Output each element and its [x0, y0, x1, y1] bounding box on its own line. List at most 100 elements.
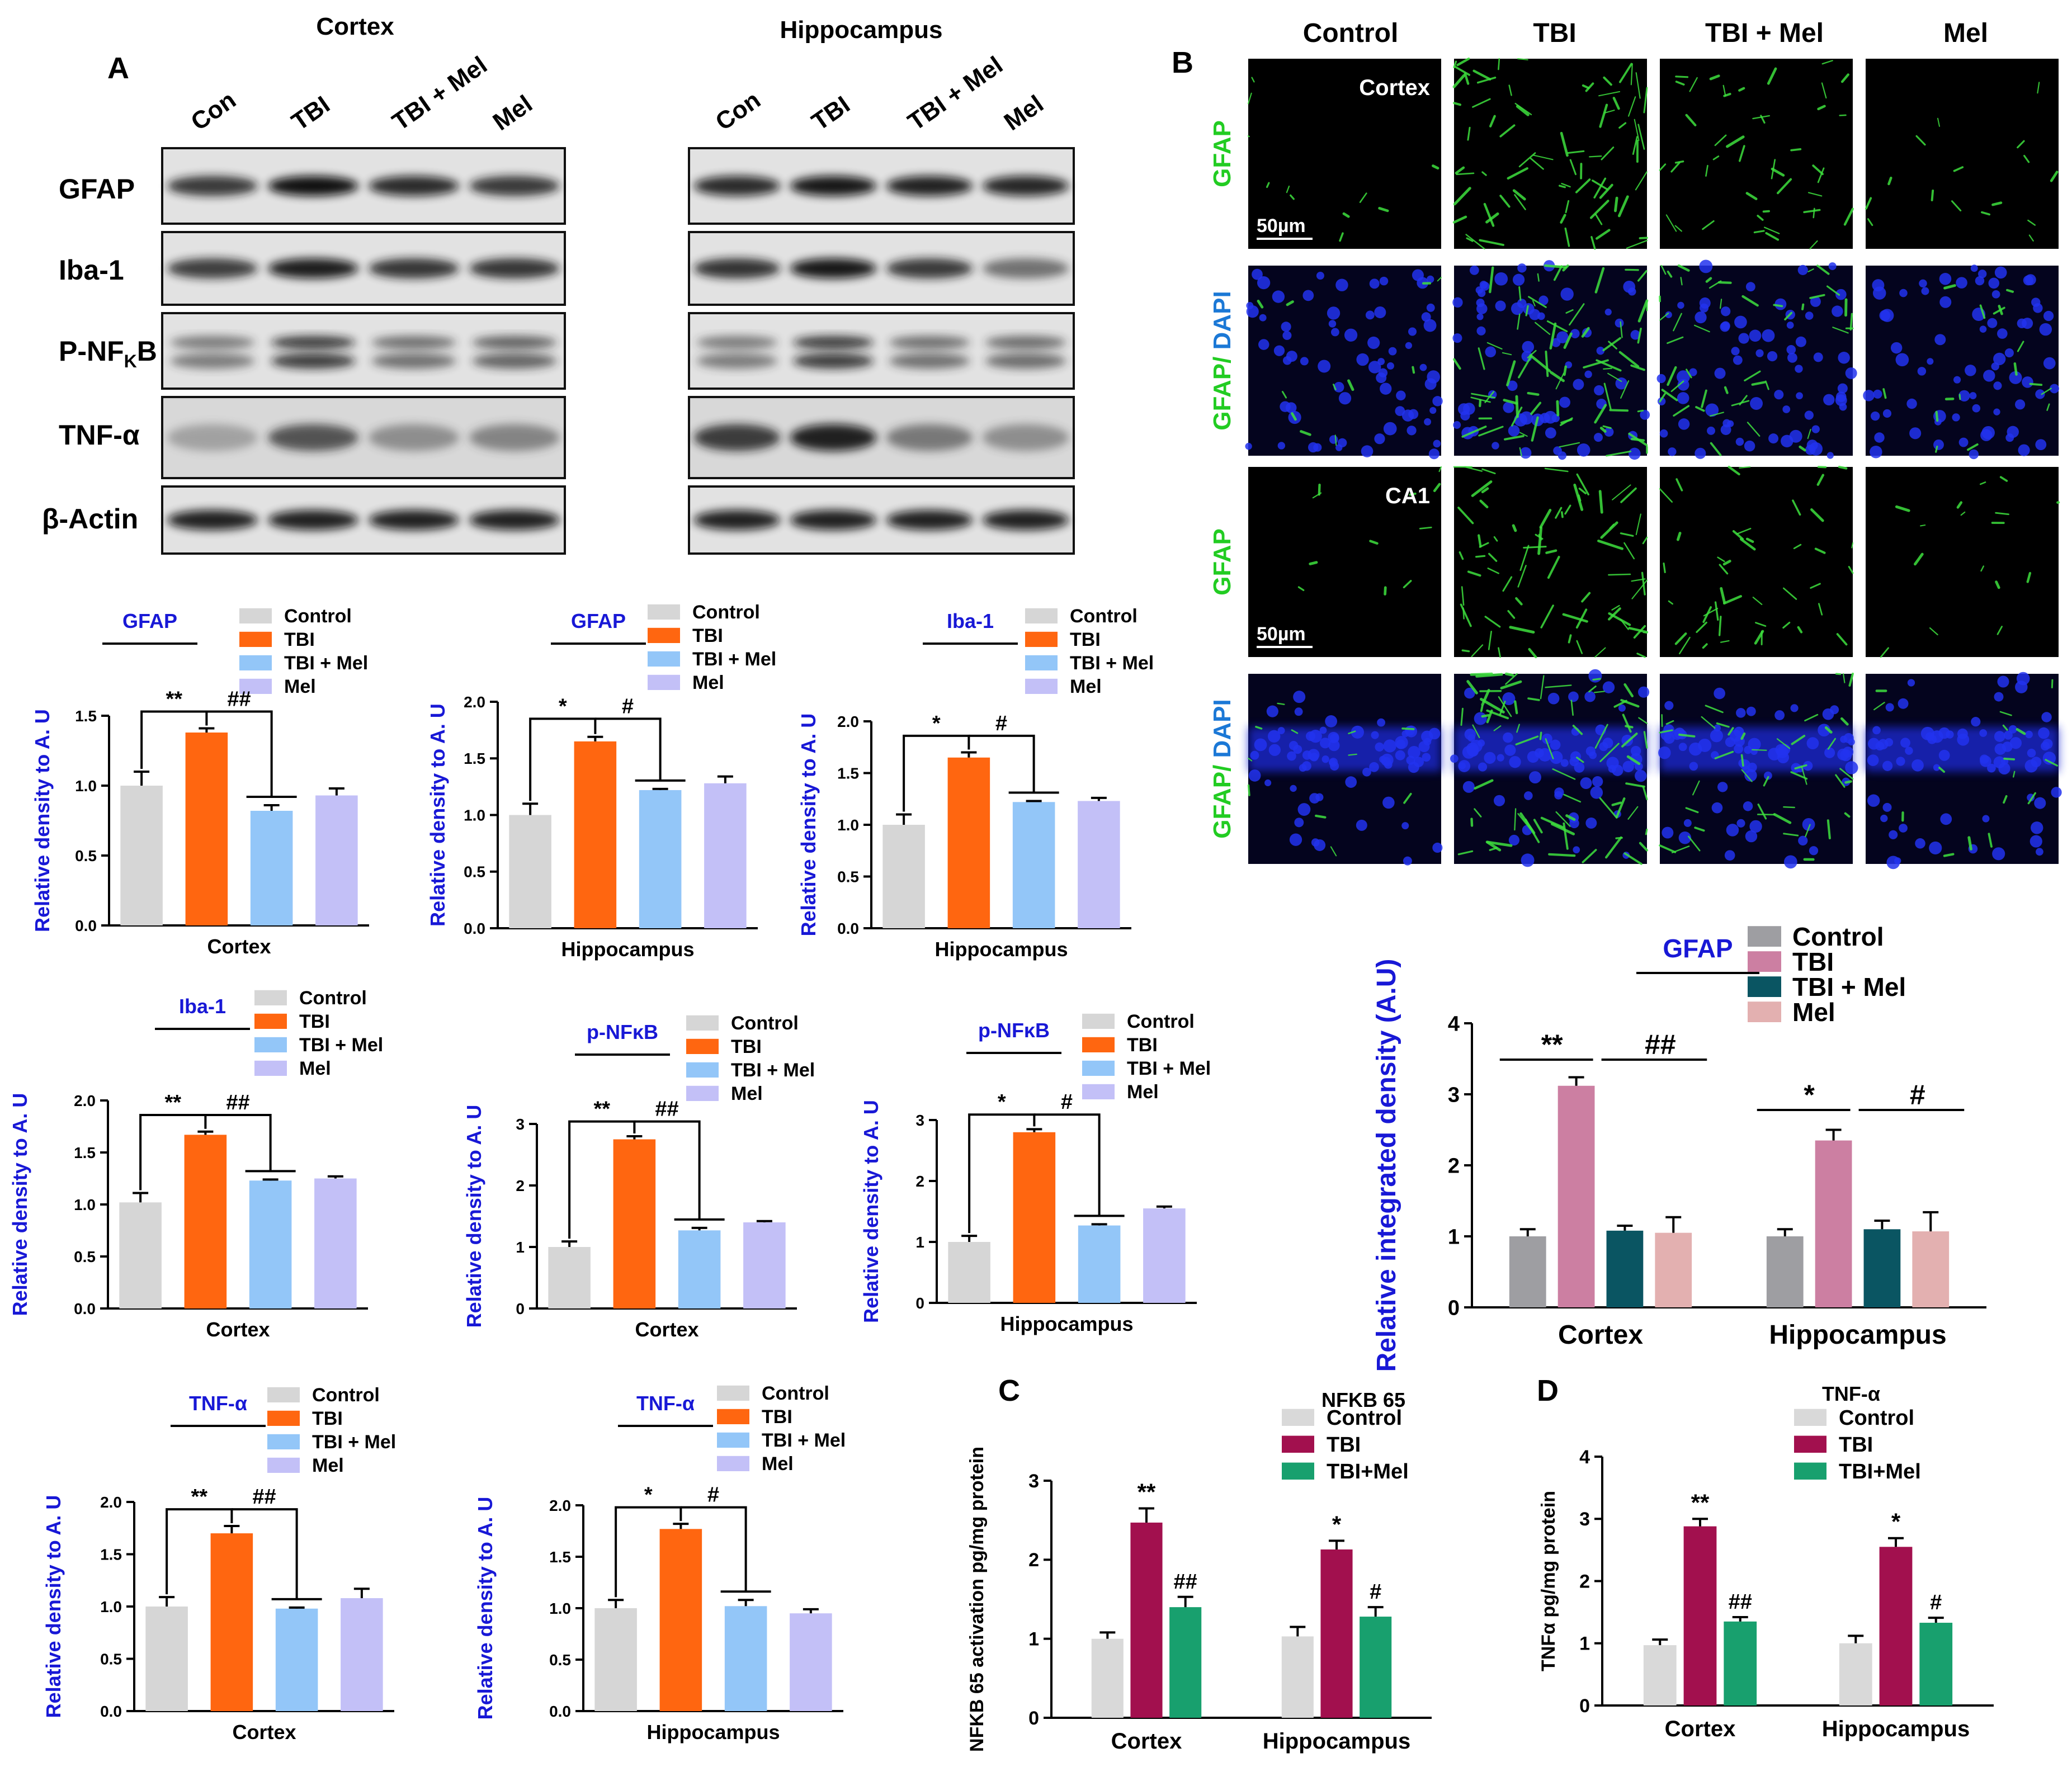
dapi-nucleus — [1538, 295, 1549, 305]
blot-band — [790, 176, 877, 196]
gfap-fiber — [1685, 114, 1697, 126]
dapi-nucleus — [1429, 407, 1437, 414]
gfap-fiber — [1937, 117, 1940, 127]
if-image — [1656, 259, 1857, 459]
gfap-fiber — [1599, 183, 1613, 199]
dapi-nucleus — [1695, 311, 1707, 324]
bar — [120, 786, 163, 925]
legend-swatch — [717, 1409, 749, 1424]
dapi-nucleus — [1594, 433, 1603, 442]
sig-mark: # — [995, 712, 1007, 735]
gfap-fiber — [1674, 225, 1682, 232]
dapi-nucleus — [1873, 389, 1882, 399]
gfap-fiber — [1409, 492, 1417, 496]
dapi-nucleus — [1328, 739, 1340, 752]
dapi-nucleus — [1428, 727, 1441, 740]
x-category-label: Cortex — [1111, 1729, 1182, 1754]
y-axis-label: Relative density to A. U — [462, 1105, 485, 1328]
gfap-fiber — [1931, 189, 1934, 201]
bar — [1912, 1231, 1950, 1307]
y-tick-label: 2.0 — [74, 1092, 96, 1109]
dapi-nucleus — [1630, 745, 1641, 757]
gfap-fiber — [1764, 226, 1780, 234]
legend-label: TBI — [692, 625, 723, 646]
gfap-fiber — [1412, 366, 1415, 374]
gfap-fiber — [1999, 476, 2008, 482]
legend-label: TBI — [1792, 947, 1834, 976]
gfap-fiber — [1576, 757, 1584, 763]
gfap-fiber — [1527, 391, 1540, 396]
gfap-fiber — [1814, 547, 1826, 554]
legend-swatch — [1748, 926, 1781, 947]
gfap-fiber — [1592, 678, 1601, 681]
dapi-nucleus — [1594, 385, 1604, 396]
gfap-fiber — [1719, 564, 1729, 575]
gfap-fiber — [1694, 324, 1710, 333]
gfap-fiber — [1486, 342, 1503, 350]
gfap-fiber — [1667, 366, 1677, 386]
blot-band — [268, 424, 358, 451]
legend-swatch — [1025, 678, 1058, 694]
dapi-nucleus — [1509, 755, 1521, 768]
y-tick-label: 0.5 — [75, 847, 97, 864]
y-tick-label: 0.5 — [74, 1248, 96, 1265]
dapi-nucleus — [1835, 394, 1847, 407]
legend-swatch — [254, 1037, 287, 1052]
bar — [1013, 1132, 1056, 1303]
dapi-nucleus — [1971, 717, 1981, 727]
gfap-fiber — [1817, 167, 1825, 183]
if-image — [1866, 467, 2060, 658]
gfap-fiber — [1459, 551, 1464, 560]
gfap-fiber — [1626, 239, 1648, 249]
legend-label: TBI — [299, 1011, 330, 1032]
dapi-nucleus — [1618, 704, 1626, 712]
blot-band — [982, 510, 1069, 530]
dapi-nucleus — [1826, 452, 1834, 459]
sig-bracket — [969, 734, 1035, 793]
dapi-nucleus — [1919, 279, 1927, 288]
dapi-nucleus — [1806, 440, 1818, 451]
gfap-fiber — [1485, 212, 1499, 224]
gfap-fiber — [1438, 466, 1442, 473]
dapi-nucleus — [1921, 287, 1929, 295]
gfap-fiber — [1315, 814, 1327, 819]
dapi-nucleus — [1658, 746, 1671, 759]
gfap-fiber — [1659, 313, 1669, 321]
dapi-nucleus — [1774, 710, 1785, 720]
lane-label: Con — [711, 86, 766, 136]
gfap-fiber — [1560, 214, 1566, 224]
dapi-nucleus — [1245, 442, 1252, 450]
gfap-fiber — [1695, 406, 1705, 412]
dapi-nucleus — [1664, 733, 1675, 744]
dapi-nucleus — [1863, 390, 1875, 401]
legend-swatch — [1082, 1084, 1115, 1099]
dapi-nucleus — [1570, 329, 1580, 338]
dapi-nucleus — [1338, 438, 1347, 448]
gfap-fiber — [1596, 359, 1622, 372]
gfap-fiber — [1432, 164, 1439, 170]
gfap-fiber — [1583, 359, 1609, 368]
if-image-background — [1866, 266, 2059, 456]
gfap-fiber — [1548, 853, 1576, 857]
protein-label-tnfa: TNF-α — [59, 419, 140, 451]
gfap-fiber — [1281, 391, 1287, 399]
dapi-nucleus — [1845, 761, 1858, 774]
blot-band — [369, 258, 459, 278]
legend-label: Mel — [731, 1083, 763, 1104]
blot-band — [693, 176, 781, 196]
dapi-nucleus — [1677, 392, 1689, 404]
legend-swatch — [1025, 631, 1058, 647]
y-tick-label: 1.5 — [100, 1546, 122, 1563]
gfap-fiber — [1592, 179, 1608, 191]
sig-bracket — [232, 1508, 298, 1599]
sig-bracket — [595, 717, 662, 781]
dapi-nucleus — [2024, 274, 2036, 286]
gfap-fiber — [1535, 533, 1544, 540]
gfap-fiber — [1659, 393, 1666, 403]
dapi-nucleus — [1484, 752, 1496, 764]
y-tick-label: 0 — [1028, 1708, 1039, 1729]
dapi-nucleus — [1424, 418, 1432, 426]
gfap-fiber — [1550, 823, 1575, 835]
gfap-fiber — [1709, 74, 1720, 81]
